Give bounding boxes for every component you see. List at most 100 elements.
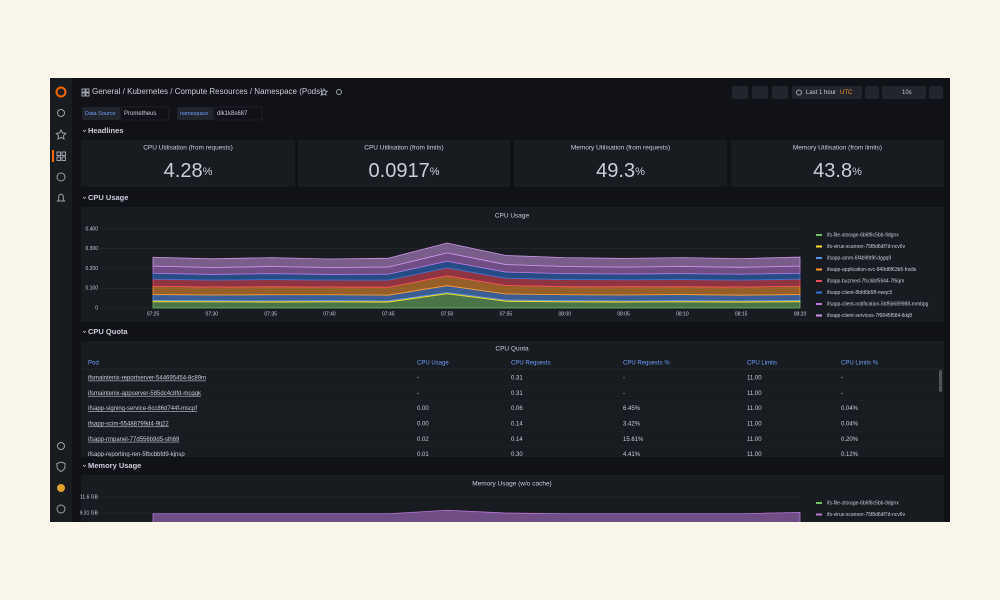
- refresh-picker[interactable]: [882, 86, 926, 99]
- dashboards-icon[interactable]: [56, 151, 66, 161]
- row-chevron[interactable]: [82, 196, 87, 199]
- stat-title: CPU Utilisation (from limits): [364, 145, 443, 152]
- legend-entry[interactable]: ifs-file-storage-6b6f6c5bb-9dgnx: [827, 500, 899, 506]
- starred-icon[interactable]: [55, 128, 67, 140]
- pod-link[interactable]: ifsmaintenix-appserver-585dc4c8fd-mcgqk: [88, 391, 202, 397]
- legend-entry[interactable]: ifs-virus-scanner-75f8d6df7d-ncv6v: [827, 244, 906, 250]
- pod-link[interactable]: ifsapp-scim-65488799d4-9tj22: [88, 421, 169, 427]
- variable-select[interactable]: [120, 106, 170, 121]
- settings-icon[interactable]: [57, 442, 65, 450]
- y-tick-label: 11.6 GB: [80, 494, 99, 500]
- legend-entry[interactable]: ifsapp-client-8bfd6b5ff-nwqc5: [827, 290, 892, 296]
- area-band: [153, 544, 800, 578]
- stat-number: 49.3: [596, 160, 635, 182]
- table-cell: 0.14: [511, 437, 523, 443]
- table-cell: 11.00: [747, 452, 762, 458]
- tv-mode-button[interactable]: [929, 86, 943, 99]
- variable-label-box: [82, 107, 120, 120]
- settings-button[interactable]: [772, 86, 788, 99]
- explore-icon[interactable]: [56, 172, 66, 182]
- legend-entry[interactable]: ifsapp-application-svc-849d6f63b5-fnslls: [827, 267, 917, 273]
- legend-entry[interactable]: ifs-virus-scanner-75f8d6df7d-ncv6v: [827, 512, 906, 518]
- row-title[interactable]: CPU Quota: [88, 327, 128, 336]
- x-tick-label: 08:00: [558, 311, 571, 317]
- table-cell: 11.00: [747, 376, 762, 382]
- table-cell: 4.41%: [623, 452, 641, 458]
- legend-entry[interactable]: ifsapp-client-services-7f6845f584-lkkj8: [827, 313, 912, 319]
- area-band: [152, 242, 801, 268]
- stat-title: Memory Utilisation (from requests): [571, 145, 670, 152]
- table-cell: 0.12%: [841, 452, 859, 458]
- legend-entry[interactable]: ifsapp-amm-6f4b9fd9f-dggq9: [827, 255, 891, 261]
- zoom-out-button[interactable]: [865, 86, 879, 99]
- stat-value: 4.28%: [164, 160, 213, 182]
- logo[interactable]: [55, 86, 67, 98]
- table-header[interactable]: CPU Limits %: [841, 361, 879, 367]
- stat-number: 43.8: [813, 160, 852, 182]
- legend-entry[interactable]: ifs-file-storage-6b6f6c5bb-9dgnx: [827, 232, 899, 238]
- help-icon[interactable]: [56, 504, 66, 514]
- table-header[interactable]: CPU Usage: [417, 361, 449, 367]
- table-header[interactable]: Pod: [88, 361, 99, 367]
- time-picker[interactable]: [792, 86, 862, 99]
- row-title[interactable]: CPU Usage: [88, 193, 128, 202]
- shield-icon[interactable]: [56, 461, 66, 473]
- legend-entry[interactable]: ifsapp-client-notification-5bf5b689988-m…: [827, 301, 929, 307]
- add-panel-button[interactable]: [732, 86, 748, 99]
- table-title: CPU Quota: [495, 346, 529, 353]
- x-tick-label: 07:25: [147, 311, 160, 317]
- chart: [100, 228, 801, 309]
- quota-panel: [81, 341, 944, 457]
- avatar[interactable]: [57, 484, 65, 492]
- y-tick-label: 0: [95, 305, 98, 311]
- pod-link[interactable]: ifsapp-rmpanel-77d556b9d5-slh69: [88, 437, 180, 443]
- row-chevron[interactable]: [82, 464, 87, 467]
- pod-link[interactable]: ifsapp-signing-service-6cc86d744f-mscpf: [88, 406, 197, 412]
- table-cell: -: [841, 391, 843, 397]
- table-cell: 11.00: [747, 406, 762, 412]
- table-header[interactable]: CPU Limits: [747, 361, 777, 367]
- table-cell: 0.02: [417, 437, 429, 443]
- stat-number: 0.0917: [369, 160, 430, 182]
- chart-title: CPU Usage: [495, 213, 530, 220]
- table-header[interactable]: CPU Requests: [511, 361, 551, 367]
- pod-link[interactable]: ifsapp-reporting-ren-5fbcbbfd9-kjnsp: [88, 452, 185, 458]
- area-band: [152, 509, 801, 522]
- table-cell: 0.04%: [841, 406, 859, 412]
- star-button[interactable]: [319, 87, 329, 96]
- pod-link[interactable]: ifsmaintenix-reportserver-544695454-8c89…: [88, 376, 206, 382]
- table-cell: 3.42%: [623, 421, 641, 427]
- stat-value: 49.3%: [596, 160, 645, 182]
- y-tick-label: 0.300: [85, 246, 98, 252]
- x-tick-label: 08:15: [735, 311, 748, 317]
- row-title[interactable]: Headlines: [88, 126, 123, 135]
- variable-select[interactable]: [213, 106, 263, 121]
- alerting-icon[interactable]: [56, 193, 66, 202]
- row-title[interactable]: Memory Usage: [88, 461, 141, 470]
- table-cell: -: [623, 391, 625, 397]
- x-tick-label: 07:50: [441, 311, 454, 317]
- variable-value[interactable]: Prometheus: [124, 111, 156, 117]
- table-cell: 11.00: [747, 421, 762, 427]
- table-cell: 0.20%: [841, 437, 859, 443]
- search-icon[interactable]: [57, 109, 65, 117]
- row-chevron[interactable]: [82, 330, 87, 333]
- legend-entry[interactable]: ifsapp-buzmed-7fcc6bf5944-7f6qm: [827, 278, 904, 284]
- variable-value[interactable]: dlk1k8s687: [217, 111, 248, 117]
- stat-panel: [298, 140, 510, 187]
- table-header[interactable]: CPU Requests %: [623, 361, 670, 367]
- table-body: ifsmaintenix-reportserver-544695454-8c89…: [81, 376, 944, 458]
- table-cell: 0.30: [511, 452, 523, 458]
- table-cell: 0.31: [511, 376, 523, 382]
- chart-title: Memory Usage (w/o cache): [472, 481, 551, 488]
- breadcrumb[interactable]: General / Kubernetes / Compute Resources…: [92, 87, 323, 96]
- x-tick-label: 08:10: [676, 311, 689, 317]
- dashboard-icon: [81, 88, 90, 97]
- y-tick-label: 0.400: [85, 226, 98, 232]
- share-button[interactable]: [336, 89, 342, 95]
- row-chevron[interactable]: [82, 129, 87, 132]
- save-button[interactable]: [752, 86, 768, 99]
- scrollbar[interactable]: [939, 370, 942, 392]
- table-cell: 0.04%: [841, 421, 859, 427]
